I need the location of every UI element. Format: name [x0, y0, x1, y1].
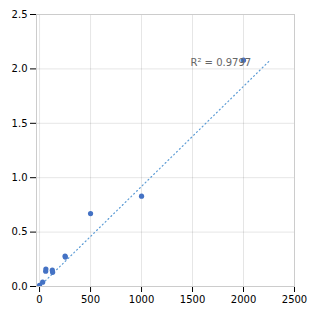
- svg-text:2.5: 2.5: [12, 9, 28, 20]
- svg-text:1.5: 1.5: [12, 118, 28, 129]
- svg-text:0.0: 0.0: [12, 281, 28, 292]
- svg-text:500: 500: [81, 294, 100, 305]
- svg-text:1000: 1000: [129, 294, 154, 305]
- svg-text:1.0: 1.0: [12, 172, 28, 183]
- svg-text:0.5: 0.5: [12, 226, 28, 237]
- svg-text:0: 0: [36, 294, 42, 305]
- svg-text:R² = 0.9797: R² = 0.9797: [190, 57, 251, 68]
- svg-text:2000: 2000: [231, 294, 256, 305]
- svg-text:2500: 2500: [282, 294, 307, 305]
- svg-text:2.0: 2.0: [12, 63, 28, 74]
- svg-text:1500: 1500: [180, 294, 205, 305]
